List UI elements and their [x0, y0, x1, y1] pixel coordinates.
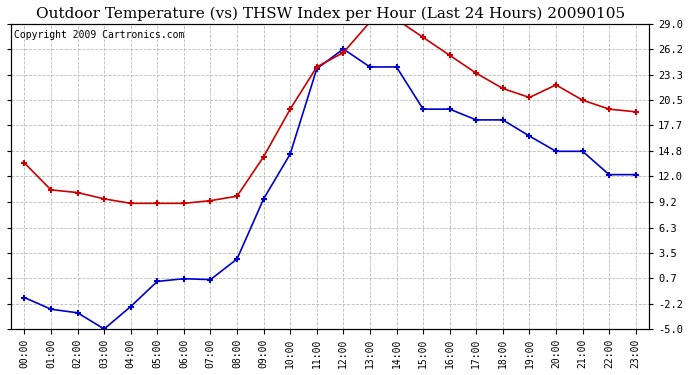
- Title: Outdoor Temperature (vs) THSW Index per Hour (Last 24 Hours) 20090105: Outdoor Temperature (vs) THSW Index per …: [35, 7, 624, 21]
- Text: Copyright 2009 Cartronics.com: Copyright 2009 Cartronics.com: [14, 30, 185, 40]
